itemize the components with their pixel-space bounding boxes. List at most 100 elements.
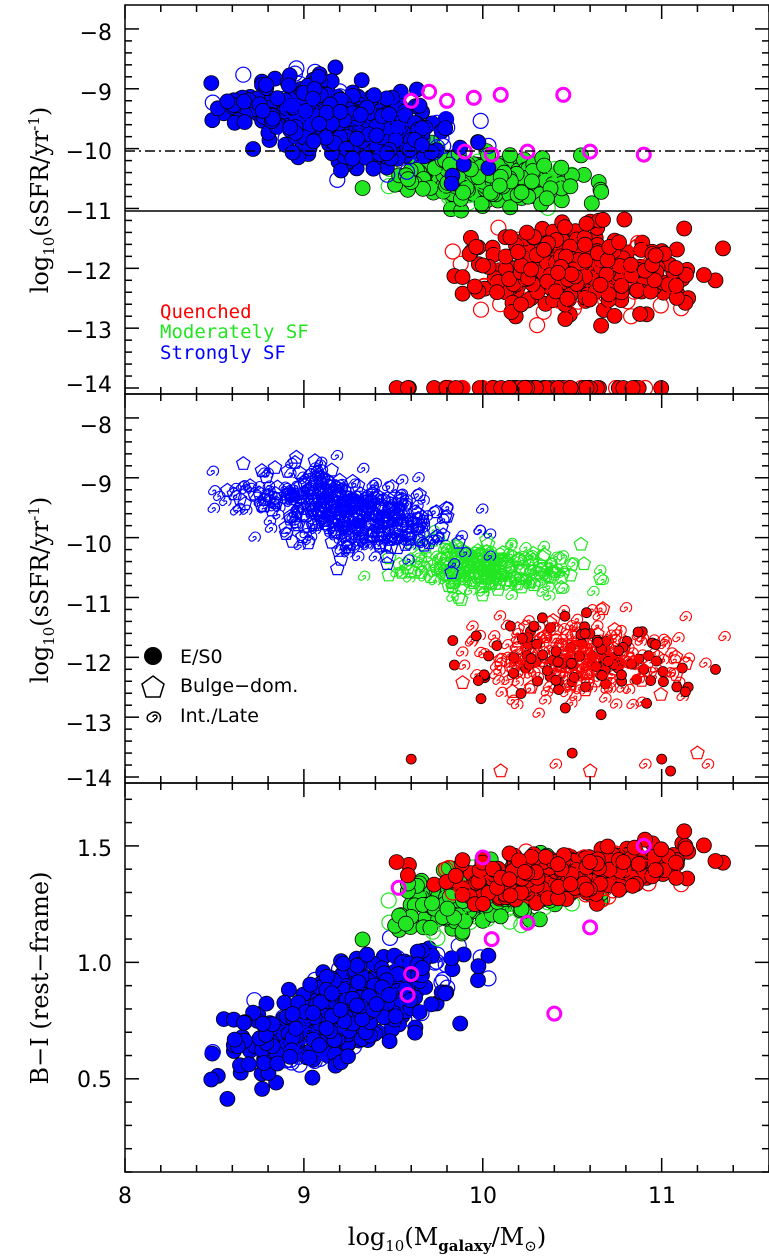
point-bulge-dom: [345, 473, 361, 488]
point-moderate: [354, 180, 371, 197]
point-int-late: [313, 459, 327, 470]
point-bulge-dom: [546, 566, 562, 581]
point-quenched: [610, 882, 627, 898]
point-int-late: [366, 479, 380, 491]
point-int-late: [415, 537, 428, 548]
point-int-late: [458, 547, 472, 558]
ytick-label: 1.0: [77, 952, 112, 977]
xtick-label: 11: [648, 1184, 676, 1209]
point-strong: [349, 130, 365, 147]
point-int-late: [473, 524, 487, 536]
point-bulge-dom: [510, 576, 526, 591]
point-es0: [559, 610, 571, 622]
point-int-late: [540, 563, 554, 574]
point-strong: [332, 88, 349, 105]
point-quenched: [517, 843, 535, 860]
point-int-late: [619, 602, 633, 613]
point-int-late: [410, 522, 423, 533]
point-moderate: [492, 908, 509, 925]
point-moderate: [491, 177, 508, 194]
point-bulge-dom: [607, 621, 623, 636]
point-magenta: [635, 837, 652, 854]
point-int-late: [457, 659, 471, 671]
point-magenta: [403, 966, 420, 982]
legend-es0: E/S0: [180, 646, 223, 668]
point-int-late: [267, 501, 281, 512]
middle-panel-ylabel: log10(sSFR/yr-1): [25, 497, 58, 684]
point-bulge-dom: [429, 528, 445, 543]
point-quenched: [447, 867, 464, 884]
point-int-late: [604, 629, 618, 640]
point-strong: [428, 953, 445, 970]
point-strong: [437, 120, 454, 137]
point-quenched: [582, 854, 598, 870]
point-strong: [332, 103, 349, 120]
point-bulge-dom: [398, 556, 414, 571]
point-strong: [396, 1010, 413, 1028]
point-moderate: [593, 183, 610, 200]
point-int-late: [410, 488, 424, 500]
point-strong: [396, 109, 413, 126]
point-int-late: [626, 698, 639, 710]
ytick-label: −8: [80, 414, 112, 439]
point-int-late: [622, 683, 636, 695]
point-bulge-dom: [380, 490, 396, 505]
point-strong: [258, 995, 275, 1012]
point-quenched: [472, 301, 490, 318]
point-es0: [504, 620, 516, 632]
point-strong: [378, 145, 395, 162]
point-strong: [254, 103, 271, 119]
point-int-late: [595, 667, 609, 678]
point-int-late: [355, 497, 369, 508]
point-int-late: [390, 567, 403, 578]
point-int-late: [285, 457, 298, 469]
point-magenta: [474, 849, 491, 866]
point-bulge-dom: [474, 573, 490, 588]
point-es0: [405, 753, 417, 765]
point-quenched: [613, 277, 630, 294]
point-int-late: [523, 579, 537, 590]
point-int-late: [613, 657, 627, 668]
point-int-late: [264, 522, 278, 534]
point-int-late: [600, 683, 614, 694]
point-int-late: [357, 570, 371, 582]
point-quenched: [595, 211, 611, 228]
point-quenched: [489, 284, 506, 301]
point-int-late: [369, 477, 383, 489]
point-int-late: [213, 490, 226, 502]
point-int-late: [495, 652, 508, 664]
point-es0: [508, 667, 519, 679]
point-bulge-dom: [414, 509, 430, 524]
ytick-label: −11: [66, 593, 112, 618]
point-int-late: [592, 610, 606, 621]
point-strong: [204, 1043, 221, 1061]
point-moderate: [439, 900, 456, 917]
point-int-late: [403, 572, 416, 583]
point-quenched: [629, 282, 646, 299]
point-int-late: [305, 494, 319, 505]
point-strong: [368, 127, 385, 144]
xtick-label: 8: [118, 1184, 132, 1209]
point-int-late: [555, 638, 569, 650]
point-quenched: [616, 211, 633, 228]
point-int-late: [206, 465, 220, 477]
point-int-late: [406, 522, 419, 534]
point-magenta: [403, 92, 420, 109]
point-bulge-dom: [269, 479, 285, 494]
point-quenched: [707, 853, 724, 869]
point-int-late: [609, 698, 623, 709]
point-quenched: [615, 854, 632, 870]
point-quenched: [636, 859, 654, 877]
bottom-panel-points: [203, 823, 731, 1107]
point-bulge-dom: [246, 486, 262, 501]
point-quenched: [678, 840, 694, 857]
point-strong: [450, 145, 467, 162]
point-int-late: [351, 550, 365, 562]
point-quenched: [668, 260, 684, 276]
point-int-late: [381, 480, 395, 492]
point-quenched: [610, 266, 627, 284]
point-strong: [284, 1006, 301, 1022]
point-quenched: [444, 243, 461, 260]
point-strong: [302, 103, 319, 120]
point-strong: [332, 1001, 349, 1018]
